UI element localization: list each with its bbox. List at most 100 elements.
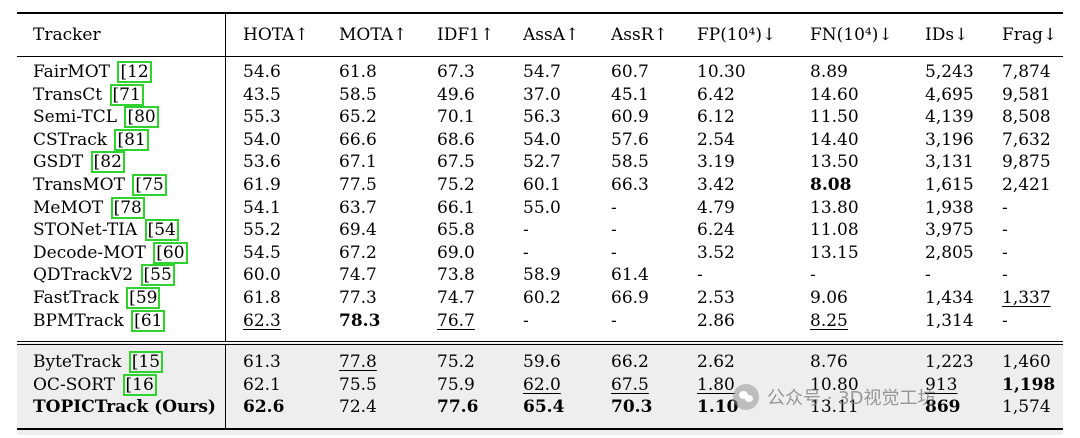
table-cell: 61.4: [611, 265, 649, 286]
table-cell: 2.62: [697, 352, 735, 372]
table-cell: 59.6: [523, 352, 561, 372]
table-cell: 54.6: [243, 62, 281, 82]
tracker-name-text: FastTrack: [33, 288, 119, 308]
table-cell: 63.7: [339, 197, 377, 218]
table-cell: 13.80: [810, 197, 859, 218]
table-cell: 70.1: [437, 107, 475, 128]
table-cell: 55.0: [523, 197, 561, 218]
column-header: MOTA↑: [339, 25, 408, 45]
citation-ref-link[interactable]: [59: [126, 287, 161, 309]
group-rule-1: [17, 341, 1063, 342]
header-rule: [17, 56, 1063, 57]
citation-ref-link[interactable]: [81: [114, 128, 149, 151]
citation-ref-link[interactable]: [12: [117, 61, 152, 83]
table-cell: 58.5: [611, 152, 649, 173]
citation-ref-link[interactable]: [61: [131, 309, 166, 332]
table-cell: 62.1: [243, 374, 281, 395]
table-cell: 2.86: [697, 310, 735, 331]
table-cell: 52.7: [523, 152, 561, 173]
citation-bracket: [: [93, 152, 101, 173]
citation-bracket: [: [156, 242, 163, 263]
table-cell: 8.89: [810, 62, 848, 82]
tracker-name-text: Semi-TCL: [33, 107, 118, 128]
table-cell: 66.6: [339, 129, 377, 150]
table-cell: 43.5: [243, 84, 281, 105]
tracker-name: Decode-MOT [60: [33, 241, 188, 264]
table-cell: 78.3: [339, 310, 381, 331]
table-cell: 58.5: [339, 84, 377, 105]
table-cell: 65.8: [437, 220, 475, 241]
citation-ref-link[interactable]: [75: [132, 174, 167, 196]
table-cell: 74.7: [339, 265, 377, 286]
citation-ref-link[interactable]: [54: [144, 219, 179, 242]
results-table: Tracker HOTA↑ MOTA↑ IDF1↑ AssA↑ AssR↑ FP(10⁴)↓…: [17, 0, 1063, 438]
table-cell: 60.7: [611, 62, 649, 82]
table-cell: 77.6: [437, 397, 479, 418]
table-cell: -: [523, 220, 529, 241]
column-header: AssR↑: [611, 25, 668, 45]
table-cell: 67.2: [339, 242, 377, 263]
table-cell: 68.6: [437, 129, 475, 150]
table-cell: 66.2: [611, 352, 649, 372]
table-cell: 60.0: [243, 265, 281, 286]
citation-ref-link[interactable]: [15: [128, 351, 164, 373]
table-cell: 75.2: [437, 352, 475, 372]
table-cell: 1.80: [697, 374, 735, 395]
table-cell: 61.3: [243, 352, 281, 372]
table-cell: 6.24: [697, 220, 735, 241]
table-cell: 6.12: [697, 107, 735, 128]
tracker-name-text: QDTrackV2: [33, 265, 134, 286]
table-cell: 11.50: [810, 107, 859, 128]
watermark-text: 公众号 · 3D视觉工坊: [767, 388, 936, 409]
citation-ref-link[interactable]: [82: [90, 151, 125, 174]
watermark: 公众号 · 3D视觉工坊: [733, 383, 935, 411]
table-cell: 2.54: [697, 129, 735, 150]
citation-bracket: [: [125, 374, 133, 395]
table-cell: 65.4: [523, 397, 565, 418]
table-cell: 1,938: [925, 197, 974, 218]
citation-bracket: [: [113, 197, 121, 218]
citation-number: 16: [132, 374, 154, 395]
tracker-name-text: FairMOT: [33, 62, 111, 82]
table-cell: 69.4: [339, 220, 377, 241]
citation-ref-link[interactable]: [16: [122, 373, 157, 396]
table-cell: 65.2: [339, 107, 377, 128]
table-cell: 13.11: [810, 397, 859, 418]
tracker-name: CSTrack [81: [33, 128, 149, 151]
table-cell: 53.6: [243, 152, 281, 173]
citation-ref-link[interactable]: [78: [110, 196, 145, 219]
table-cell: 67.5: [611, 374, 649, 395]
shaded-group-background: [17, 343, 1063, 435]
table-cell: 913: [925, 374, 958, 395]
table-cell: 1,198: [1002, 374, 1056, 395]
citation-ref-link[interactable]: [71: [109, 83, 144, 106]
table-cell: 49.6: [437, 84, 475, 105]
top-rule: [17, 12, 1063, 14]
table-cell: -: [1002, 265, 1008, 286]
table-cell: 3,196: [925, 129, 974, 150]
citation-ref-link[interactable]: [60: [153, 241, 188, 264]
table-cell: 1,615: [925, 175, 974, 195]
citation-number: 81: [124, 129, 146, 150]
table-cell: 54.7: [523, 62, 561, 82]
tracker-name: TransCt [71: [33, 83, 144, 106]
citation-number: 55: [150, 265, 172, 286]
citation-ref-link[interactable]: [55: [140, 264, 175, 287]
tracker-name: GSDT [82: [33, 151, 125, 174]
table-cell: 3,975: [925, 220, 974, 241]
table-cell: 60.1: [523, 175, 561, 195]
table-cell: 2,805: [925, 242, 974, 263]
table-cell: 57.6: [611, 129, 649, 150]
table-cell: 3.52: [697, 242, 735, 263]
table-cell: 7,874: [1002, 62, 1051, 82]
column-header: Frag↓: [1002, 25, 1058, 45]
table-cell: 55.3: [243, 107, 281, 128]
tracker-name: Semi-TCL [80: [33, 106, 159, 129]
tracker-name-text: TOPICTrack (Ours): [33, 397, 216, 418]
table-cell: 5,243: [925, 62, 974, 82]
citation-ref-link[interactable]: [80: [124, 106, 159, 129]
table-cell: 1,223: [925, 352, 974, 372]
table-cell: 66.1: [437, 197, 475, 218]
tracker-name-text: TransMOT: [33, 175, 125, 195]
tracker-name-text: CSTrack: [33, 129, 108, 150]
